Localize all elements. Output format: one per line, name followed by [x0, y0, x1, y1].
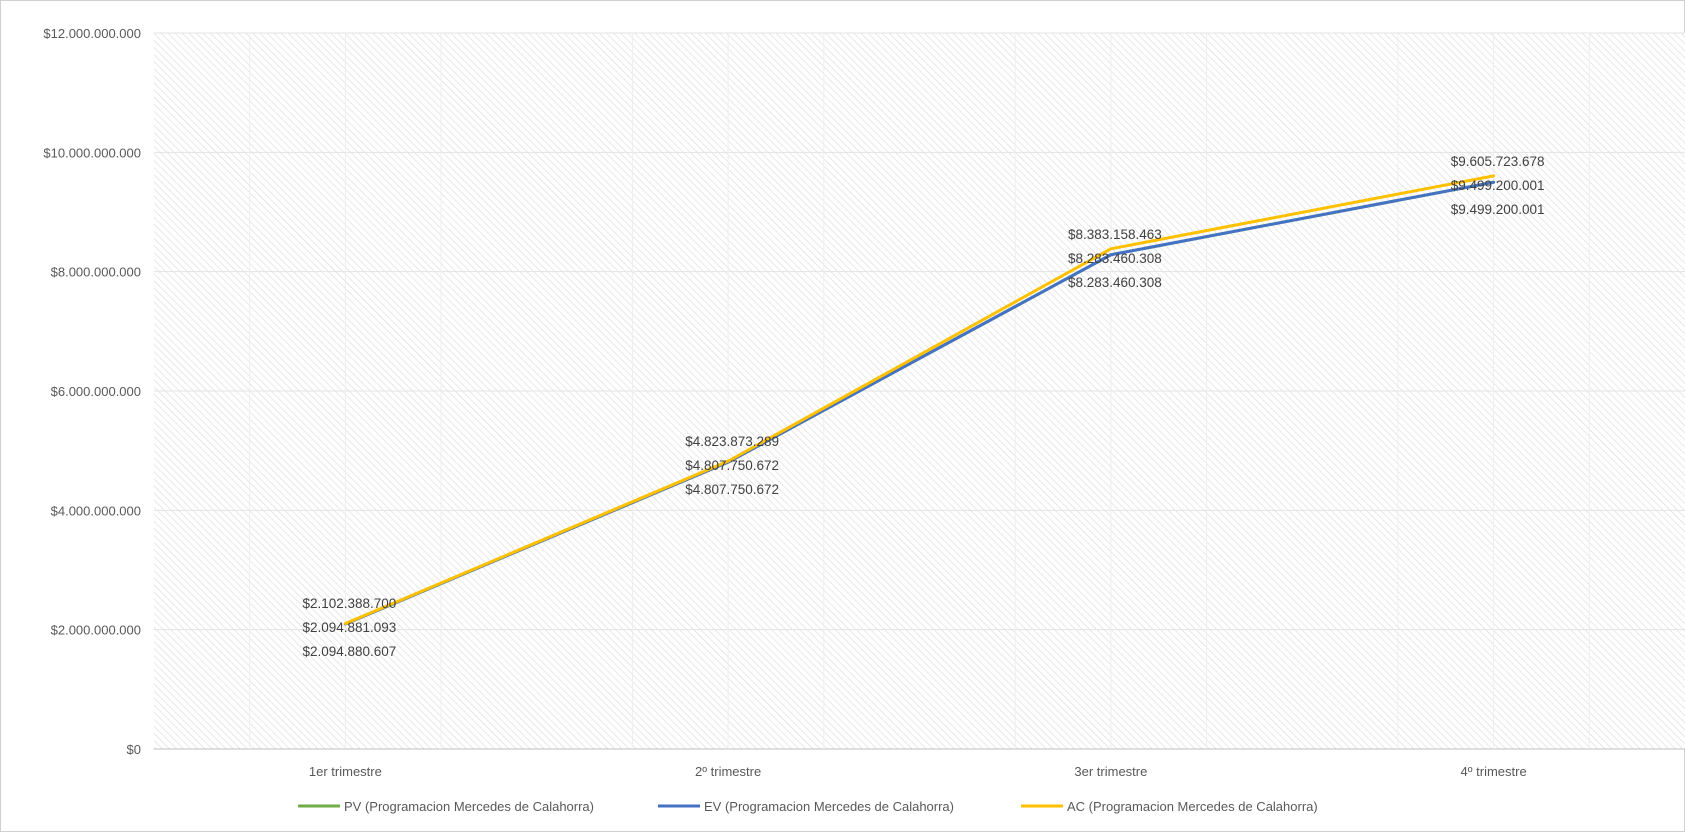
x-tick-label: 3er trimestre [1074, 764, 1147, 779]
x-tick-label: 4º trimestre [1461, 764, 1527, 779]
data-label-ev: $2.094.881.093 [302, 620, 396, 635]
x-tick-label: 1er trimestre [309, 764, 382, 779]
y-tick-label: $6.000.000.000 [51, 384, 141, 399]
legend-label: EV (Programacion Mercedes de Calahorra) [704, 799, 954, 814]
y-tick-label: $4.000.000.000 [51, 503, 141, 518]
x-tick-label: 2º trimestre [695, 764, 761, 779]
data-label-ac: $8.383.158.463 [1068, 227, 1162, 242]
series-line-ac [343, 174, 1496, 626]
data-labels: $2.102.388.700 $2.094.881.093 $2.094.880.6… [302, 154, 1544, 659]
data-label-pv: $2.094.880.607 [302, 644, 396, 659]
data-label-ev: $4.807.750.672 [685, 458, 779, 473]
legend: PV (Programacion Mercedes de Calahorra) E… [298, 799, 1318, 814]
data-label-ev: $9.499.200.001 [1451, 178, 1545, 193]
legend-label: AC (Programacion Mercedes de Calahorra) [1067, 799, 1318, 814]
y-tick-label: $2.000.000.000 [51, 623, 141, 638]
data-label-ac: $9.605.723.678 [1451, 154, 1545, 169]
y-tick-label: $12.000.000.000 [43, 26, 141, 41]
data-label-ac: $2.102.388.700 [302, 596, 396, 611]
axes: $0 $2.000.000.000 $4.000.000.000 $6.000.000… [43, 26, 1526, 779]
y-tick-label: $0 [127, 742, 141, 757]
data-label-pv: $9.499.200.001 [1451, 202, 1545, 217]
legend-label: PV (Programacion Mercedes de Calahorra) [344, 799, 594, 814]
data-label-ev: $8.283.460.308 [1068, 251, 1162, 266]
data-label-pv: $8.283.460.308 [1068, 275, 1162, 290]
series-lines [343, 174, 1496, 626]
y-tick-label: $8.000.000.000 [51, 265, 141, 280]
y-tick-label: $10.000.000.000 [43, 145, 141, 160]
gridlines [154, 32, 1685, 750]
data-label-ac: $4.823.873.289 [685, 434, 779, 449]
data-label-pv: $4.807.750.672 [685, 482, 779, 497]
